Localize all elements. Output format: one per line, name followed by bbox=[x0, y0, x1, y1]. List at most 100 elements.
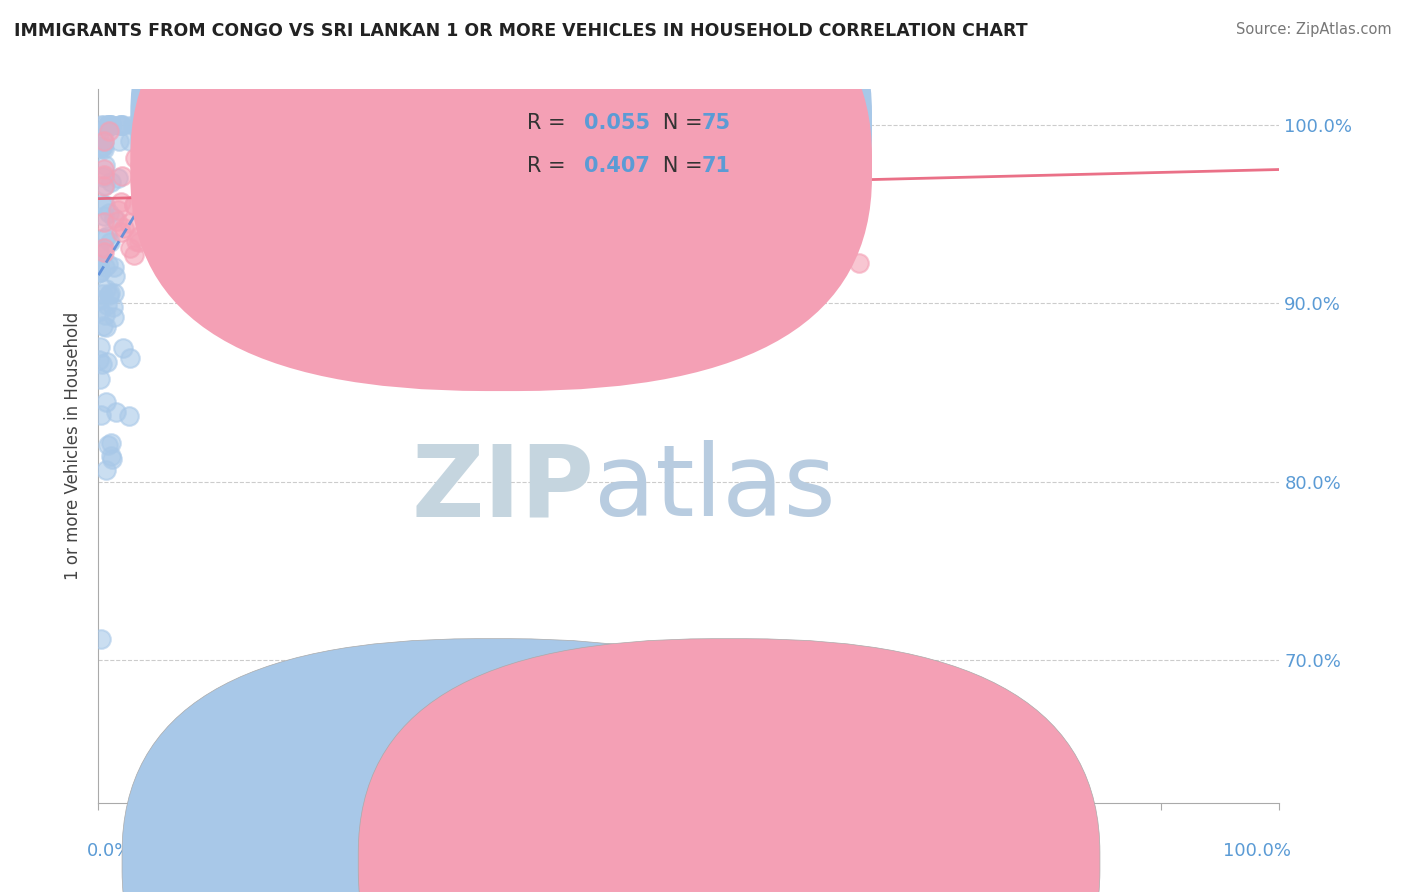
Point bbox=[93, 161, 115, 176]
Point bbox=[529, 145, 551, 160]
Point bbox=[240, 168, 263, 182]
Point bbox=[91, 286, 114, 301]
Point bbox=[97, 257, 120, 271]
Point bbox=[340, 168, 363, 182]
Point bbox=[100, 449, 122, 463]
Point bbox=[89, 265, 111, 279]
Point bbox=[89, 262, 111, 277]
Point bbox=[131, 206, 153, 220]
Point bbox=[98, 235, 121, 249]
Point bbox=[96, 229, 118, 244]
Point bbox=[112, 221, 135, 235]
Point bbox=[93, 135, 115, 149]
Point bbox=[96, 282, 118, 296]
Point bbox=[141, 222, 163, 236]
Point bbox=[128, 235, 150, 249]
Point bbox=[89, 372, 111, 386]
Text: 0.055: 0.055 bbox=[583, 113, 650, 134]
Point bbox=[274, 178, 297, 192]
Point bbox=[93, 214, 115, 228]
Point bbox=[103, 211, 125, 226]
Point bbox=[103, 260, 125, 275]
Text: Source: ZipAtlas.com: Source: ZipAtlas.com bbox=[1236, 22, 1392, 37]
Point bbox=[98, 118, 121, 132]
Text: R =: R = bbox=[527, 156, 572, 177]
Point bbox=[94, 231, 117, 245]
Point bbox=[242, 118, 264, 132]
Point bbox=[107, 170, 129, 185]
Point bbox=[93, 142, 115, 156]
Point bbox=[174, 162, 197, 177]
Point bbox=[297, 186, 319, 200]
Point bbox=[97, 206, 120, 220]
Point bbox=[100, 118, 122, 132]
Point bbox=[177, 291, 200, 305]
Point bbox=[90, 196, 112, 211]
Point bbox=[108, 118, 131, 132]
Point bbox=[97, 118, 120, 132]
Point bbox=[131, 179, 153, 194]
Point bbox=[90, 409, 112, 423]
Point bbox=[100, 118, 122, 132]
Point bbox=[149, 174, 172, 188]
Point bbox=[93, 168, 115, 182]
Point bbox=[121, 118, 143, 132]
Point bbox=[110, 194, 132, 209]
Point bbox=[374, 195, 396, 210]
Point bbox=[96, 298, 118, 312]
Point bbox=[100, 436, 122, 450]
Point bbox=[301, 214, 323, 228]
Point bbox=[98, 288, 121, 302]
Point bbox=[93, 210, 115, 224]
Point bbox=[347, 197, 370, 211]
Point bbox=[207, 262, 229, 277]
FancyBboxPatch shape bbox=[131, 0, 872, 348]
Point bbox=[98, 118, 121, 132]
Point bbox=[118, 134, 141, 148]
Point bbox=[91, 319, 114, 334]
Point bbox=[89, 265, 111, 279]
Point bbox=[90, 632, 112, 646]
Point bbox=[94, 198, 117, 212]
Text: N =: N = bbox=[643, 113, 709, 134]
Point bbox=[93, 134, 115, 148]
Point bbox=[274, 119, 297, 133]
Point bbox=[243, 187, 266, 202]
Point bbox=[139, 167, 162, 181]
Text: atlas: atlas bbox=[595, 441, 837, 537]
Point bbox=[155, 120, 177, 135]
Point bbox=[96, 394, 118, 409]
Point bbox=[122, 198, 145, 212]
Point bbox=[100, 175, 122, 189]
Point bbox=[91, 357, 114, 371]
Point bbox=[129, 158, 152, 172]
Point bbox=[103, 268, 125, 283]
Point bbox=[91, 141, 114, 155]
Point bbox=[112, 118, 135, 132]
Point bbox=[89, 293, 111, 308]
Text: 100.0%: 100.0% bbox=[1223, 842, 1291, 860]
Point bbox=[98, 285, 121, 300]
Point bbox=[135, 186, 157, 201]
Point bbox=[204, 228, 226, 243]
Point bbox=[87, 243, 110, 257]
Point bbox=[108, 135, 131, 149]
Point bbox=[155, 143, 177, 157]
Point bbox=[110, 118, 132, 132]
Point bbox=[240, 218, 263, 232]
Point bbox=[97, 438, 120, 452]
Point bbox=[94, 320, 117, 334]
Point bbox=[89, 304, 111, 318]
Text: 71: 71 bbox=[702, 156, 731, 177]
Point bbox=[120, 241, 142, 255]
Text: N =: N = bbox=[643, 156, 709, 177]
Point bbox=[91, 170, 114, 185]
Point bbox=[359, 234, 381, 248]
Point bbox=[94, 158, 117, 172]
Point bbox=[87, 257, 110, 271]
Point bbox=[298, 181, 321, 195]
Text: R =: R = bbox=[527, 113, 572, 134]
Text: Immigrants from Congo: Immigrants from Congo bbox=[517, 853, 714, 871]
Point bbox=[163, 232, 186, 246]
Text: Sri Lankans: Sri Lankans bbox=[754, 853, 849, 871]
